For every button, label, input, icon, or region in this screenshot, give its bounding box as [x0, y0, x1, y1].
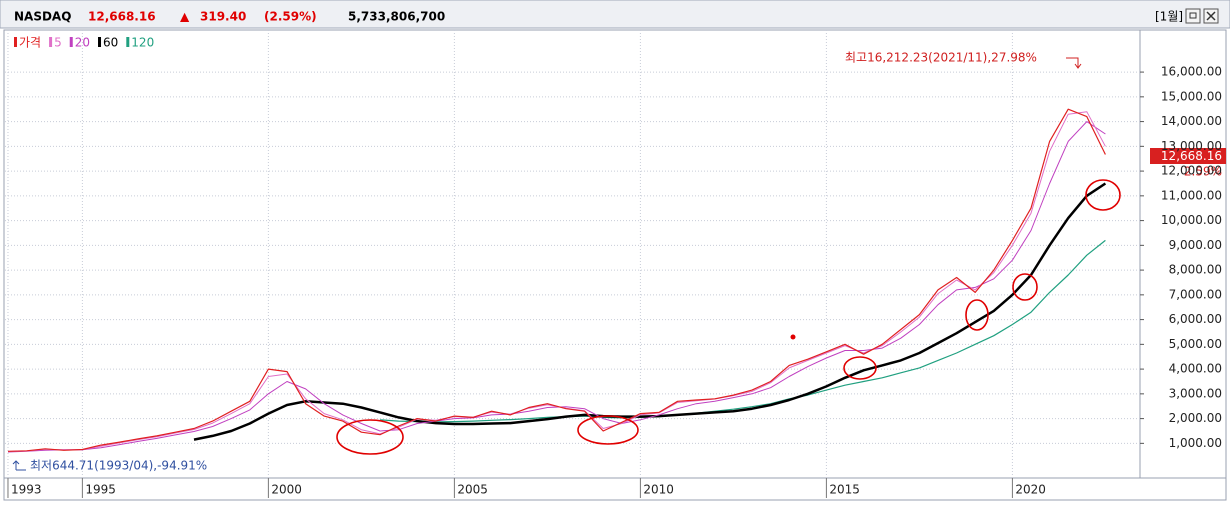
y-tick-label: 6,000.00 — [1169, 312, 1222, 326]
low-annotation: 최저644.71(1993/04),-94.91% — [30, 459, 207, 473]
legend: 가격 5 20 60 120 — [14, 36, 154, 50]
high-annotation: 최고16,212.23(2021/11),27.98% — [845, 51, 1037, 65]
highlight-circle — [843, 356, 877, 380]
legend-label: 가격 — [19, 36, 41, 50]
legend-swatch — [69, 37, 73, 47]
y-tick-label: 12,000.00 — [1161, 164, 1222, 178]
price-badge-text: 12,668.16 — [1161, 149, 1222, 163]
y-tick-label: 10,000.00 — [1161, 213, 1222, 227]
y-tick-label: 1,000.00 — [1169, 436, 1222, 450]
y-tick-label: 16,000.00 — [1161, 65, 1222, 79]
frame — [3, 29, 1227, 501]
volume: 5,733,806,700 — [348, 10, 445, 24]
change: 319.40 — [200, 10, 246, 24]
legend-swatch — [14, 37, 17, 47]
y-tick-label: 9,000.00 — [1169, 238, 1222, 252]
low-arrow — [12, 460, 26, 471]
symbol: NASDAQ — [14, 10, 71, 24]
legend-swatch — [49, 37, 53, 47]
restore-button[interactable] — [1185, 8, 1201, 24]
series-line — [193, 182, 1107, 441]
x-tick-label: 2015 — [829, 483, 860, 497]
highlight-circle — [1012, 273, 1038, 301]
header-bar — [0, 0, 1230, 29]
x-tick-label: 2010 — [643, 483, 674, 497]
y-tick-label: 2,000.00 — [1169, 411, 1222, 425]
y-tick-label: 8,000.00 — [1169, 263, 1222, 277]
legend-swatch — [98, 37, 102, 47]
y-tick-label: 14,000.00 — [1161, 114, 1222, 128]
legend-label: 20 — [75, 36, 90, 50]
legend-label: 5 — [54, 36, 62, 50]
y-tick-label: 15,000.00 — [1161, 89, 1222, 103]
restore-icon — [1189, 12, 1197, 19]
x-tick-label: 1995 — [85, 483, 116, 497]
change-pct: (2.59%) — [264, 10, 317, 24]
x-tick-label: 2020 — [1015, 483, 1046, 497]
highlight-circle — [336, 419, 404, 455]
price-badge — [1150, 148, 1226, 164]
highlight-circle — [1085, 179, 1121, 211]
last-price: 12,668.16 — [88, 10, 156, 24]
x-tick-label: 2005 — [457, 483, 488, 497]
close-icon — [1206, 11, 1216, 21]
y-tick-label: 4,000.00 — [1169, 362, 1222, 376]
legend-label: 120 — [131, 36, 154, 50]
period[interactable]: [1월] — [1155, 10, 1183, 24]
legend-label: 60 — [103, 36, 118, 50]
x-tick-label: 1993 — [11, 483, 42, 497]
badge-pct: 2.59% — [1184, 165, 1222, 179]
high-arrow — [1066, 57, 1082, 69]
series-lines — [7, 108, 1107, 453]
y-tick-label: 11,000.00 — [1161, 188, 1222, 202]
y-tick-label: 13,000.00 — [1161, 139, 1222, 153]
direction: ▲ — [180, 10, 190, 24]
series-line — [379, 239, 1106, 423]
series-line — [7, 121, 1106, 453]
x-tick-label: 2000 — [271, 483, 302, 497]
marker-dot — [790, 334, 796, 340]
highlight-circles — [336, 179, 1121, 455]
y-tick-label: 3,000.00 — [1169, 386, 1222, 400]
y-tick-label: 5,000.00 — [1169, 337, 1222, 351]
highlight-circle — [577, 415, 639, 445]
y-tick-label: 7,000.00 — [1169, 287, 1222, 301]
legend-swatch — [126, 37, 130, 47]
series-line — [7, 108, 1106, 452]
highlight-circle — [965, 299, 989, 331]
